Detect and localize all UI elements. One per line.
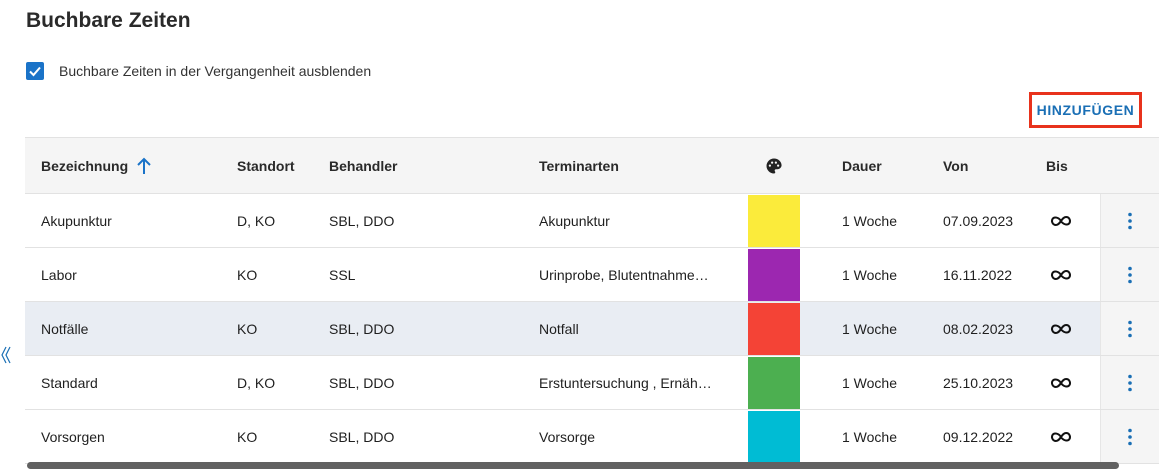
color-swatch: [748, 248, 800, 301]
cell-location: KO: [237, 320, 258, 337]
cell-location: D, KO: [237, 374, 276, 391]
more-vertical-icon[interactable]: [1128, 320, 1132, 338]
cell-from: 08.02.2023: [943, 320, 1014, 337]
cell-duration: 1 Woche: [842, 266, 897, 283]
row-menu-button[interactable]: [1100, 356, 1159, 409]
hide-past-label: Buchbare Zeiten in der Vergangenheit aus…: [59, 63, 372, 79]
collapse-sidebar-icon[interactable]: [0, 343, 12, 367]
cell-color: [748, 302, 800, 355]
cell-types: Akupunktur: [539, 212, 610, 229]
cell-practitioner: SBL, DDO: [329, 428, 395, 445]
header-name-label: Bezeichnung: [41, 157, 129, 174]
header-duration[interactable]: Dauer: [842, 157, 882, 174]
infinity-icon: [1051, 377, 1071, 388]
cell-to: [1046, 194, 1072, 247]
table-row[interactable]: Vorsorgen KO SBL, DDO Vorsorge 1 Woche 0…: [25, 410, 1159, 464]
horizontal-scrollbar[interactable]: [27, 462, 1119, 469]
color-swatch: [748, 302, 800, 355]
table-row[interactable]: Labor KO SSL Urinprobe, Blutentnahme… 1 …: [25, 248, 1159, 302]
infinity-icon: [1051, 215, 1071, 226]
cell-types: Vorsorge: [539, 428, 596, 445]
cell-types: Urinprobe, Blutentnahme…: [539, 266, 709, 283]
cell-color: [748, 410, 800, 463]
table-row[interactable]: Akupunktur D, KO SBL, DDO Akupunktur 1 W…: [25, 194, 1159, 248]
cell-practitioner: SSL: [329, 266, 356, 283]
cell-color: [748, 248, 800, 301]
cell-duration: 1 Woche: [842, 320, 897, 337]
cell-to: [1046, 356, 1072, 409]
page-title: Buchbare Zeiten: [26, 9, 191, 32]
palette-icon: [766, 158, 782, 173]
cell-duration: 1 Woche: [842, 428, 897, 445]
color-swatch: [748, 356, 800, 409]
cell-to: [1046, 302, 1072, 355]
hide-past-filter[interactable]: Buchbare Zeiten in der Vergangenheit aus…: [26, 61, 371, 81]
add-button[interactable]: HINZUFÜGEN: [1029, 92, 1142, 128]
cell-location: D, KO: [237, 212, 276, 229]
more-vertical-icon[interactable]: [1128, 374, 1132, 392]
cell-location: KO: [237, 266, 258, 283]
row-menu-button[interactable]: [1100, 410, 1159, 463]
more-vertical-icon[interactable]: [1128, 212, 1132, 230]
infinity-icon: [1051, 431, 1071, 442]
cell-color: [748, 194, 800, 247]
cell-practitioner: SBL, DDO: [329, 320, 395, 337]
header-color[interactable]: [748, 138, 800, 193]
cell-name: Standard: [41, 374, 98, 391]
infinity-icon: [1051, 269, 1071, 280]
color-swatch: [748, 194, 800, 247]
cell-name: Labor: [41, 266, 77, 283]
header-to[interactable]: Bis: [1046, 157, 1068, 174]
sort-ascending-icon[interactable]: [136, 157, 152, 175]
cell-types: Erstuntersuchung , Ernäh…: [539, 374, 712, 391]
cell-from: 25.10.2023: [943, 374, 1014, 391]
more-vertical-icon[interactable]: [1128, 266, 1132, 284]
cell-from: 16.11.2022: [943, 266, 1013, 283]
row-menu-button[interactable]: [1100, 248, 1159, 301]
checkmark-icon: [29, 66, 41, 77]
cell-location: KO: [237, 428, 258, 445]
cell-name: Vorsorgen: [41, 428, 105, 445]
header-types[interactable]: Terminarten: [539, 157, 619, 174]
cell-practitioner: SBL, DDO: [329, 212, 395, 229]
table-row[interactable]: Standard D, KO SBL, DDO Erstuntersuchung…: [25, 356, 1159, 410]
hide-past-checkbox[interactable]: [26, 62, 44, 80]
header-from[interactable]: Von: [943, 157, 969, 174]
cell-from: 07.09.2023: [943, 212, 1014, 229]
row-menu-button[interactable]: [1100, 194, 1159, 247]
cell-to: [1046, 410, 1072, 463]
cell-to: [1046, 248, 1072, 301]
color-swatch: [748, 410, 800, 463]
header-practitioner[interactable]: Behandler: [329, 157, 398, 174]
infinity-icon: [1051, 323, 1071, 334]
header-actions: [1100, 138, 1159, 193]
table-header: Bezeichnung Standort Behandler Terminart…: [25, 137, 1159, 194]
cell-name: Notfälle: [41, 320, 89, 337]
cell-color: [748, 356, 800, 409]
cell-name: Akupunktur: [41, 212, 112, 229]
more-vertical-icon[interactable]: [1128, 428, 1132, 446]
row-menu-button[interactable]: [1100, 302, 1159, 355]
cell-practitioner: SBL, DDO: [329, 374, 395, 391]
table-row[interactable]: Notfälle KO SBL, DDO Notfall 1 Woche 08.…: [25, 302, 1159, 356]
header-name[interactable]: Bezeichnung: [41, 138, 152, 193]
bookable-times-table: Bezeichnung Standort Behandler Terminart…: [25, 137, 1159, 464]
cell-duration: 1 Woche: [842, 212, 897, 229]
cell-from: 09.12.2022: [943, 428, 1014, 445]
cell-types: Notfall: [539, 320, 579, 337]
cell-duration: 1 Woche: [842, 374, 897, 391]
header-location[interactable]: Standort: [237, 157, 295, 174]
